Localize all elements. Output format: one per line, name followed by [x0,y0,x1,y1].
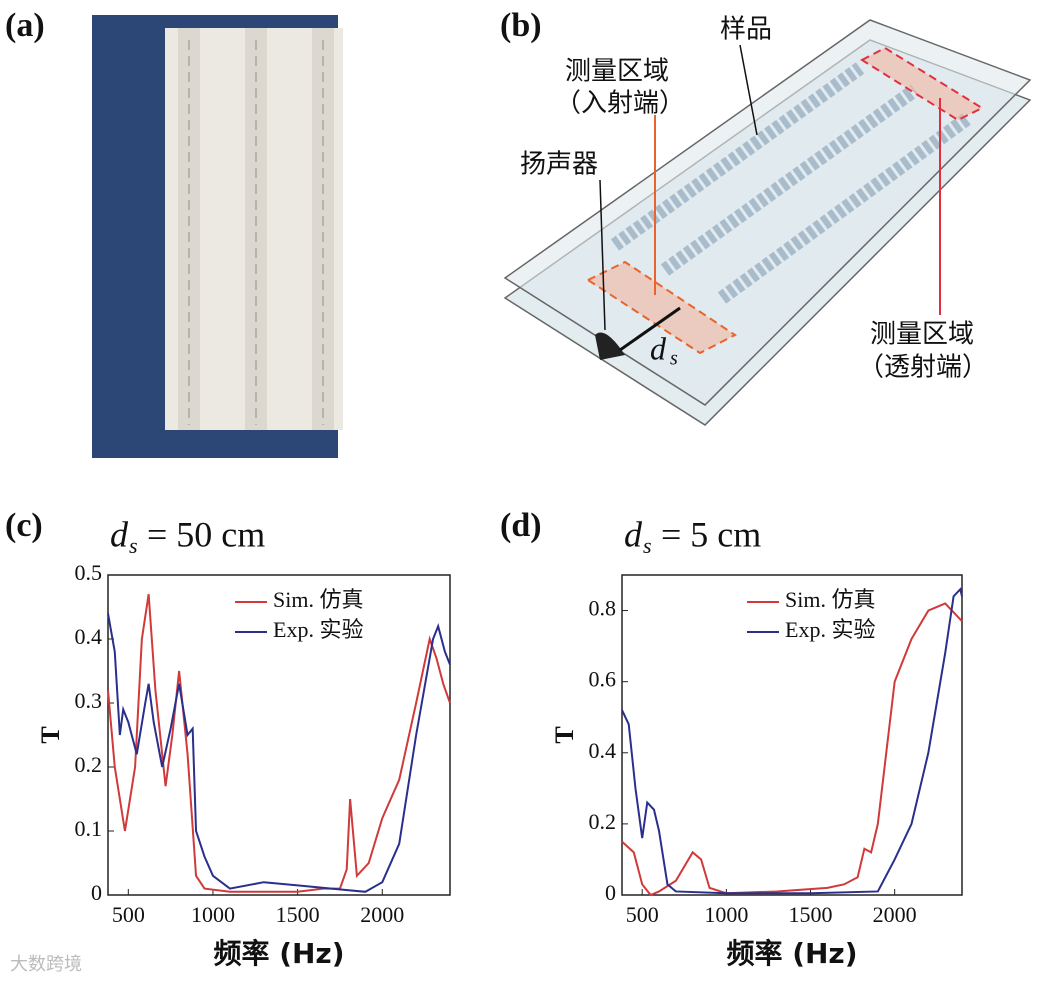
panel-label: (b) [500,7,542,44]
y-tick-label: 0 [91,880,102,905]
legend-label: Exp. 实验 [785,617,875,642]
title: s [643,533,652,558]
x-tick-label: 1000 [704,902,748,927]
panel-label: (c) [5,507,43,544]
series-line [621,587,963,895]
legend-label: Sim. 仿真 [785,587,875,612]
title: s [129,533,138,558]
panel-label: (a) [5,7,45,44]
watermark: 大数跨境 [10,954,82,975]
y-tick-label: 0.6 [589,667,617,692]
axes-box [621,574,963,896]
label: （透射端） [858,353,988,383]
diagram [503,19,1032,426]
series-line [107,613,451,893]
x-axis-label: 频率 (Hz) [726,937,857,970]
x-axis-label: 频率 (Hz) [213,937,344,970]
y-tick-label: 0.4 [75,624,103,649]
y-tick-label: 0.2 [589,809,617,834]
label: 样品 [720,15,772,45]
y-tick-label: 0 [605,880,616,905]
label: s [670,348,678,370]
series-line [621,602,963,897]
x-tick-label: 2000 [360,902,404,927]
y-tick-label: 0.3 [75,688,103,713]
x-tick-label: 500 [626,902,659,927]
title: d [110,514,129,554]
y-tick-label: 0.2 [75,752,103,777]
y-tick-label: 0.4 [589,738,617,763]
label: 测量区域 [565,57,669,87]
panel-label: (d) [500,507,542,544]
y-tick-label: 0.5 [75,560,103,585]
x-tick-label: 2000 [873,902,917,927]
label: 测量区域 [870,320,974,350]
legend-label: Exp. 实验 [273,617,363,642]
label: 扬声器 [520,150,598,180]
y-axis-label: T [36,726,65,743]
title: = 5 cm [652,514,761,554]
series-line [107,594,451,893]
label: d [650,330,667,366]
label: （入射端） [555,89,685,119]
x-tick-label: 1500 [276,902,320,927]
y-axis-label: T [550,726,579,743]
title: = 50 cm [138,514,265,554]
x-tick-label: 1500 [789,902,833,927]
photo [92,15,343,458]
title: d [624,514,643,554]
y-tick-label: 0.1 [75,816,103,841]
x-tick-label: 1000 [191,902,235,927]
x-tick-label: 500 [112,902,145,927]
axes-box [107,574,451,896]
y-tick-label: 0.8 [589,596,617,621]
legend-label: Sim. 仿真 [273,587,363,612]
